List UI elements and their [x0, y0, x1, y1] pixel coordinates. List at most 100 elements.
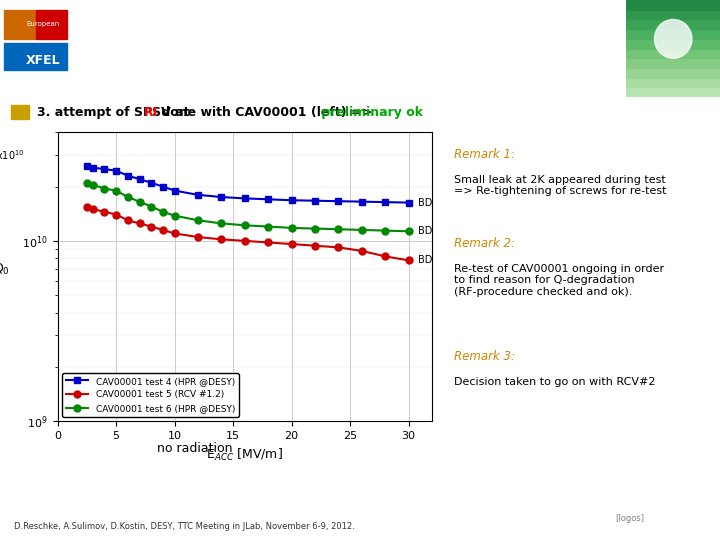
Text: European: European	[27, 21, 60, 28]
CAV00001 test 6 (HPR @DESY)	[311, 225, 320, 232]
CAV00001 test 6 (HPR @DESY)	[135, 198, 144, 205]
CAV00001 test 4 (HPR @DESY)	[170, 187, 179, 194]
Bar	[626, 87, 720, 97]
Bar	[626, 10, 720, 19]
CAV00001 test 6 (HPR @DESY)	[194, 217, 202, 224]
Bar	[626, 78, 720, 87]
Bar	[4, 10, 35, 39]
CAV00001 test 4 (HPR @DESY)	[83, 163, 91, 169]
CAV00001 test 6 (HPR @DESY)	[358, 227, 366, 233]
CAV00001 test 6 (HPR @DESY)	[124, 194, 132, 200]
Text: done with CAV00001 (left) =>: done with CAV00001 (left) =>	[157, 105, 372, 119]
Legend: CAV00001 test 4 (HPR @DESY), CAV00001 test 5 (RCV #1.2), CAV00001 test 6 (HPR @D: CAV00001 test 4 (HPR @DESY), CAV00001 te…	[62, 373, 238, 417]
CAV00001 test 4 (HPR @DESY)	[405, 199, 413, 206]
Bar	[626, 58, 720, 68]
CAV00001 test 4 (HPR @DESY)	[358, 198, 366, 205]
Bar	[4, 43, 66, 70]
CAV00001 test 4 (HPR @DESY)	[89, 164, 97, 171]
CAV00001 test 5 (RCV #1.2)	[334, 244, 343, 251]
CAV00001 test 5 (RCV #1.2)	[100, 208, 109, 215]
CAV00001 test 5 (RCV #1.2)	[194, 234, 202, 240]
Text: D.Reschke, A.Sulimov, D.Kostin, DESY, TTC Meeting in JLab, November 6-9, 2012.: D.Reschke, A.Sulimov, D.Kostin, DESY, TT…	[14, 522, 355, 531]
CAV00001 test 4 (HPR @DESY)	[194, 192, 202, 198]
Bar	[626, 68, 720, 78]
CAV00001 test 4 (HPR @DESY)	[100, 166, 109, 172]
CAV00001 test 5 (RCV #1.2)	[124, 217, 132, 224]
Bar	[626, 49, 720, 58]
Text: BD: BD	[418, 255, 432, 265]
Text: RCV#1.2: RCV#1.2	[126, 61, 214, 79]
Line: CAV00001 test 4 (HPR @DESY): CAV00001 test 4 (HPR @DESY)	[84, 163, 412, 206]
Bar	[626, 19, 720, 29]
Text: Small leak at 2K appeared during test
=> Re-tightening of screws for re-test: Small leak at 2K appeared during test =>…	[454, 175, 666, 197]
CAV00001 test 4 (HPR @DESY)	[334, 198, 343, 205]
CAV00001 test 5 (RCV #1.2)	[112, 211, 120, 218]
CAV00001 test 4 (HPR @DESY)	[311, 198, 320, 204]
Bar	[626, 29, 720, 39]
CAV00001 test 6 (HPR @DESY)	[158, 208, 167, 215]
CAV00001 test 6 (HPR @DESY)	[100, 185, 109, 192]
CAV00001 test 6 (HPR @DESY)	[264, 224, 272, 230]
Text: no radiation: no radiation	[157, 442, 232, 455]
CAV00001 test 5 (RCV #1.2)	[264, 239, 272, 246]
Text: Test of Slow Pumping / Slow venting @ RI:: Test of Slow Pumping / Slow venting @ RI…	[126, 18, 552, 36]
Text: Remark 2:: Remark 2:	[454, 237, 515, 250]
Text: 11: 11	[685, 78, 698, 87]
Text: XFEL: XFEL	[26, 54, 60, 67]
CAV00001 test 5 (RCV #1.2)	[311, 242, 320, 249]
Ellipse shape	[654, 19, 692, 58]
CAV00001 test 6 (HPR @DESY)	[405, 228, 413, 234]
Bar	[36, 10, 66, 39]
Line: CAV00001 test 6 (HPR @DESY): CAV00001 test 6 (HPR @DESY)	[84, 179, 412, 235]
CAV00001 test 6 (HPR @DESY)	[381, 227, 390, 234]
CAV00001 test 6 (HPR @DESY)	[287, 225, 296, 231]
CAV00001 test 4 (HPR @DESY)	[381, 199, 390, 205]
CAV00001 test 5 (RCV #1.2)	[89, 206, 97, 212]
Text: 3x10$^{10}$: 3x10$^{10}$	[0, 148, 25, 162]
Text: Decision taken to go on with RCV#2: Decision taken to go on with RCV#2	[454, 377, 655, 387]
Line: CAV00001 test 5 (RCV #1.2): CAV00001 test 5 (RCV #1.2)	[84, 203, 412, 264]
CAV00001 test 5 (RCV #1.2)	[135, 220, 144, 227]
Text: Remark 3:: Remark 3:	[454, 350, 515, 363]
CAV00001 test 5 (RCV #1.2)	[158, 227, 167, 233]
CAV00001 test 6 (HPR @DESY)	[217, 220, 226, 227]
CAV00001 test 4 (HPR @DESY)	[112, 167, 120, 174]
CAV00001 test 5 (RCV #1.2)	[170, 230, 179, 237]
CAV00001 test 4 (HPR @DESY)	[217, 194, 226, 200]
Y-axis label: Q$_0$: Q$_0$	[0, 262, 10, 276]
Text: RI: RI	[144, 105, 158, 119]
Bar	[11, 105, 29, 119]
CAV00001 test 5 (RCV #1.2)	[217, 236, 226, 242]
X-axis label: E$_{ACC}$ [MV/m]: E$_{ACC}$ [MV/m]	[207, 447, 283, 463]
Bar	[626, 39, 720, 49]
CAV00001 test 5 (RCV #1.2)	[405, 257, 413, 264]
CAV00001 test 4 (HPR @DESY)	[240, 195, 249, 201]
CAV00001 test 6 (HPR @DESY)	[112, 187, 120, 194]
CAV00001 test 4 (HPR @DESY)	[264, 196, 272, 202]
Text: [logos]: [logos]	[616, 514, 644, 523]
Text: BD: BD	[418, 226, 432, 237]
CAV00001 test 4 (HPR @DESY)	[147, 179, 156, 186]
CAV00001 test 6 (HPR @DESY)	[89, 181, 97, 188]
Text: preliminary ok: preliminary ok	[317, 105, 423, 119]
CAV00001 test 5 (RCV #1.2)	[358, 248, 366, 254]
Text: 3. attempt of SPSV at: 3. attempt of SPSV at	[37, 105, 194, 119]
CAV00001 test 6 (HPR @DESY)	[240, 222, 249, 228]
CAV00001 test 4 (HPR @DESY)	[124, 172, 132, 179]
Bar	[626, 0, 720, 10]
CAV00001 test 6 (HPR @DESY)	[147, 203, 156, 210]
CAV00001 test 6 (HPR @DESY)	[334, 226, 343, 233]
CAV00001 test 6 (HPR @DESY)	[83, 179, 91, 186]
Text: Re-test of CAV00001 ongoing in order
to find reason for Q-degradation
(RF-proced: Re-test of CAV00001 ongoing in order to …	[454, 264, 664, 297]
CAV00001 test 5 (RCV #1.2)	[83, 203, 91, 210]
CAV00001 test 5 (RCV #1.2)	[147, 224, 156, 230]
CAV00001 test 5 (RCV #1.2)	[381, 253, 390, 260]
Text: Remark 1:: Remark 1:	[454, 148, 515, 161]
Text: BD: BD	[418, 198, 432, 207]
CAV00001 test 4 (HPR @DESY)	[287, 197, 296, 204]
CAV00001 test 4 (HPR @DESY)	[158, 184, 167, 190]
CAV00001 test 6 (HPR @DESY)	[170, 212, 179, 219]
CAV00001 test 4 (HPR @DESY)	[135, 176, 144, 183]
CAV00001 test 5 (RCV #1.2)	[287, 241, 296, 247]
CAV00001 test 5 (RCV #1.2)	[240, 238, 249, 244]
